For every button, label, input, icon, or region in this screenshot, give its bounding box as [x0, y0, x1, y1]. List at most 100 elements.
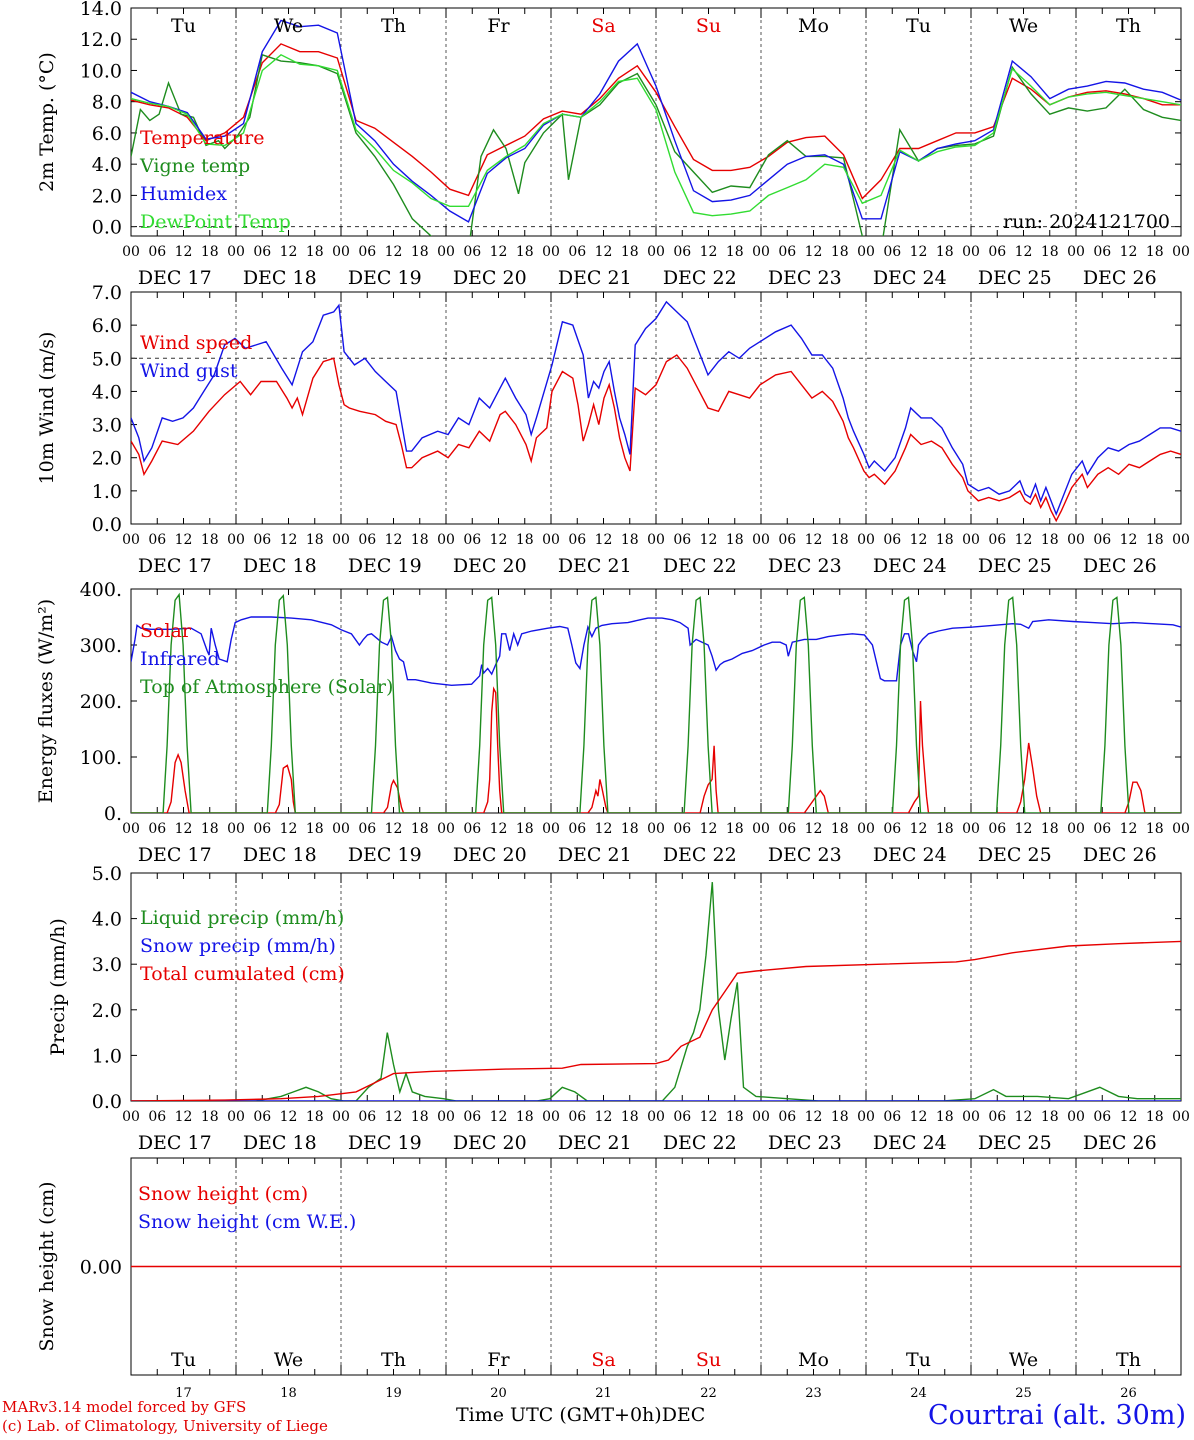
hour-label: 12: [280, 821, 298, 837]
hour-label: 18: [936, 244, 954, 260]
legend-entry: Snow height (cm): [138, 1183, 308, 1205]
hour-label: 00: [122, 532, 140, 548]
hour-label: 00: [1067, 821, 1085, 837]
hour-label: 06: [568, 821, 586, 837]
station-name: Courtrai (alt. 30m): [927, 1400, 1186, 1431]
hour-label: 06: [148, 244, 166, 260]
hour-label: 12: [1120, 532, 1138, 548]
hour-label: 00: [1172, 821, 1190, 837]
hour-label: 06: [988, 244, 1006, 260]
y-tick-label: 100.: [80, 747, 122, 769]
hour-label: 18: [1146, 1109, 1164, 1125]
y-tick-label: 3.0: [92, 954, 122, 976]
legend-entry: Infrared: [140, 648, 220, 670]
day-name: Mo: [798, 15, 829, 37]
hour-label: 06: [568, 532, 586, 548]
y-axis-label: Snow height (cm): [36, 1181, 58, 1351]
y-tick-label: 2.0: [92, 185, 122, 207]
date-label: DEC 26: [1083, 555, 1157, 577]
hour-label: 12: [910, 532, 928, 548]
hour-label: 12: [175, 1109, 193, 1125]
hour-label: 00: [857, 244, 875, 260]
hour-label: 12: [280, 244, 298, 260]
hour-label: 12: [385, 532, 403, 548]
hour-label: 12: [595, 244, 613, 260]
hour-label: 06: [778, 821, 796, 837]
hour-label: 18: [936, 1109, 954, 1125]
hour-label: 06: [778, 244, 796, 260]
hour-label: 00: [962, 1109, 980, 1125]
date-label: DEC 17: [138, 844, 212, 866]
legend-entry: Temperature: [140, 127, 264, 149]
series-top-of-atmosphere-solar: [131, 592, 1181, 813]
legend-entry: Wind speed: [140, 332, 252, 354]
panel-frame-3: [130, 588, 1182, 814]
date-label: DEC 18: [243, 1132, 317, 1154]
date-label: DEC 21: [558, 555, 632, 577]
date-label: DEC 21: [558, 844, 632, 866]
legend-entry: Snow precip (mm/h): [140, 935, 336, 957]
hour-label: 12: [595, 532, 613, 548]
hour-label: 00: [542, 532, 560, 548]
hour-label: 18: [1041, 821, 1059, 837]
day-name: We: [274, 1349, 303, 1371]
hour-label: 12: [490, 1109, 508, 1125]
y-tick-label: 0.00: [80, 1257, 122, 1279]
hour-label: 18: [726, 244, 744, 260]
hour-label: 06: [463, 1109, 481, 1125]
hour-label: 12: [175, 244, 193, 260]
hour-label: 12: [175, 821, 193, 837]
hour-label: 00: [437, 1109, 455, 1125]
hour-label: 18: [726, 1109, 744, 1125]
hour-label: 12: [805, 244, 823, 260]
y-axis-label: 10m Wind (m/s): [36, 332, 58, 485]
hour-label: 18: [516, 244, 534, 260]
hour-label: 12: [1015, 244, 1033, 260]
y-tick-label: 4.0: [92, 381, 122, 403]
hour-label: 06: [148, 821, 166, 837]
date-label: DEC 20: [453, 844, 527, 866]
series-solar: [131, 686, 1181, 813]
hour-label: 18: [621, 821, 639, 837]
hour-label: 18: [726, 532, 744, 548]
hour-label: 18: [1146, 532, 1164, 548]
date-label: DEC 24: [873, 844, 947, 866]
hour-label: 06: [778, 1109, 796, 1125]
y-tick-label: 14.0: [80, 0, 122, 20]
hour-label: 06: [988, 532, 1006, 548]
hour-label: 06: [463, 821, 481, 837]
hour-label: 00: [1172, 532, 1190, 548]
hour-label: 12: [700, 244, 718, 260]
series-humidex: [131, 19, 1181, 223]
hour-label: 00: [332, 1109, 350, 1125]
hour-label: 18: [621, 244, 639, 260]
hour-label: 00: [332, 244, 350, 260]
hour-label: 18: [201, 1109, 219, 1125]
hour-label: 12: [385, 821, 403, 837]
hour-label: 06: [463, 244, 481, 260]
y-axis-label: 2m Temp. (°C): [36, 52, 58, 192]
y-axis-label: Precip (mm/h): [47, 918, 69, 1056]
date-label: DEC 23: [768, 1132, 842, 1154]
y-tick-label: 12.0: [80, 29, 122, 51]
y-tick-label: 0.: [104, 803, 122, 825]
hour-label: 18: [1041, 244, 1059, 260]
hour-label: 12: [595, 1109, 613, 1125]
hour-label: 12: [1120, 244, 1138, 260]
hour-label: 00: [227, 821, 245, 837]
hour-label: 00: [1067, 532, 1085, 548]
hour-label: 00: [647, 821, 665, 837]
hour-label: 06: [358, 532, 376, 548]
hour-label: 06: [148, 532, 166, 548]
day-number: 17: [175, 1386, 192, 1401]
hour-label: 18: [936, 821, 954, 837]
day-name: Tu: [906, 1349, 931, 1371]
date-label: DEC 22: [663, 267, 737, 289]
hour-label: 00: [857, 821, 875, 837]
hour-label: 06: [253, 821, 271, 837]
hour-label: 06: [1093, 1109, 1111, 1125]
legend-entry: Snow height (cm W.E.): [138, 1211, 356, 1233]
hour-label: 18: [201, 244, 219, 260]
credit-line: (c) Lab. of Climatology, University of L…: [2, 1417, 328, 1435]
